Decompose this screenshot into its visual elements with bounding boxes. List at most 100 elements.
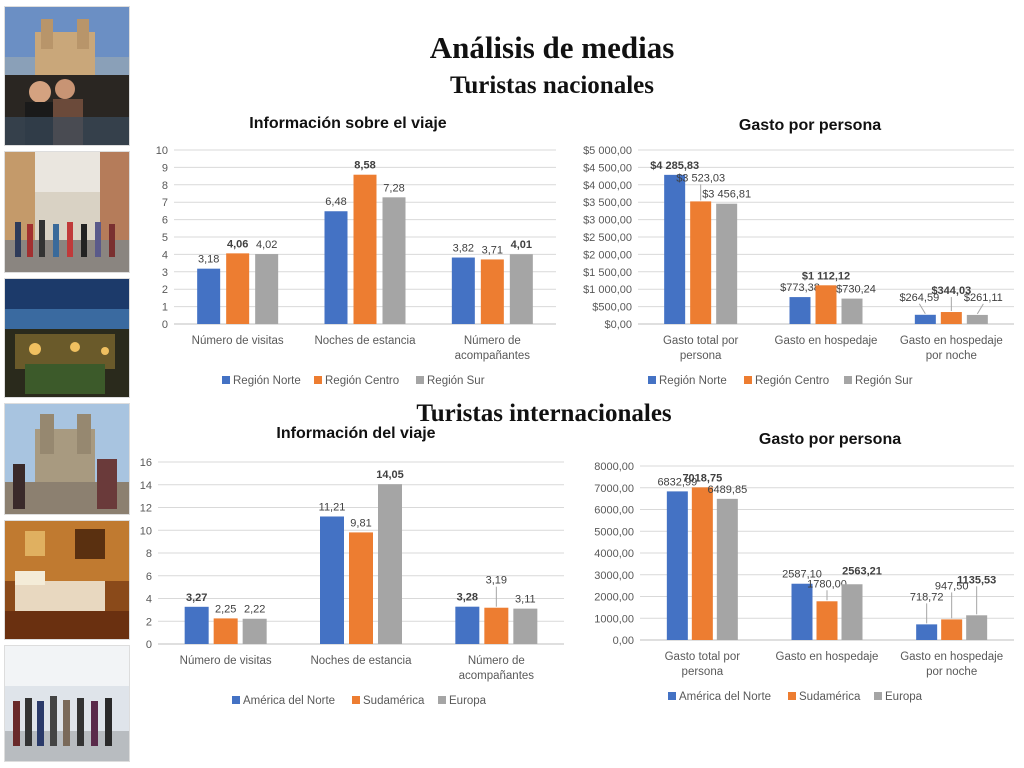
data-label: 3,28 [457,592,478,604]
category-label: Número de [468,655,525,667]
legend-swatch [744,376,752,384]
data-label: $264,59 [899,292,939,304]
y-tick-label: 8 [146,548,152,560]
data-label: 4,02 [256,239,277,251]
data-label: 4,06 [227,238,248,250]
cathedral-photo [4,6,130,146]
category-label: por noche [926,350,977,362]
data-label: $344,03 [931,285,971,297]
y-tick-label: 6 [162,215,168,227]
y-tick-label: 6000,00 [594,505,634,517]
leader-line [918,303,926,315]
data-label: 2563,21 [842,565,882,577]
bar [184,606,209,644]
bar [941,619,963,640]
y-tick-label: 0 [146,639,152,651]
data-label: $3 523,03 [676,172,725,184]
y-tick-label: 0,00 [613,635,634,647]
y-tick-label: 8 [162,180,168,192]
y-tick-label: 2 [146,616,152,628]
chart-national-spend: Gasto por persona $0,00 $500,00 $1 000,00 $1… [583,117,1014,387]
category-label: Gasto en hospedaje [775,335,878,347]
data-label: $1 112,12 [802,270,850,282]
category-label: persona [680,350,722,362]
page-title: Análisis de medias [429,30,675,65]
data-label: 6832,99 [657,476,697,488]
data-label: 1135,53 [957,574,996,586]
night-garden-photo [4,278,130,398]
category-label: Número de visitas [192,335,284,347]
legend-swatch [844,376,852,384]
bar [691,487,713,640]
legend-swatch [438,696,446,704]
bar [940,312,962,324]
category-label: Gasto total por [665,651,741,663]
legend-entry: Europa [885,691,923,703]
legend-swatch [222,376,230,384]
data-label: 3,82 [453,243,474,255]
category-label: Número de visitas [180,655,272,667]
bar [353,174,377,324]
section-title-national: Turistas nacionales [450,72,654,99]
y-tick-label: 16 [140,457,152,469]
data-label: 947,50 [935,580,969,592]
legend-swatch [232,696,240,704]
legend-entry: Región Centro [325,375,399,387]
street-crowd-photo [4,151,130,273]
bar [480,259,504,324]
y-tick-label: 5000,00 [594,526,634,538]
legend-entry: Sudamérica [799,691,861,703]
bar [666,491,688,640]
data-label: $3 456,81 [702,189,751,201]
bar [320,516,344,644]
legend-entry: Región Centro [755,375,829,387]
y-tick-label: 9 [162,162,168,174]
bar [509,254,533,324]
data-label: 3,19 [486,575,507,587]
legend-entry: Región Norte [233,375,301,387]
y-tick-label: 8000,00 [594,461,634,473]
legend-entry: Región Sur [427,375,485,387]
chart-title: Gasto por persona [759,431,901,448]
bar [789,297,811,324]
data-label: $4 285,83 [650,160,699,172]
hotel-room-photo [4,520,130,640]
bar [664,174,686,324]
legend-entry: Región Norte [659,375,727,387]
y-tick-label: $2 500,00 [583,232,632,244]
category-label: persona [682,666,724,678]
church-plaza-photo [4,403,130,515]
bar [816,601,838,640]
y-tick-label: $500,00 [592,302,632,314]
data-label: 7,28 [383,182,404,194]
legend-entry: Europa [449,695,487,707]
y-tick-label: 3000,00 [594,570,634,582]
y-tick-label: 3 [162,267,168,279]
y-tick-label: 10 [156,145,168,157]
data-label: 2,22 [244,604,265,616]
legend-entry: América del Norte [679,691,771,703]
bar [213,618,238,644]
category-label: Gasto en hospedaje [900,651,1003,663]
legend-swatch [648,376,656,384]
data-label: $773,38 [780,282,820,294]
bar [841,298,863,324]
y-tick-label: 2000,00 [594,592,634,604]
bar [791,583,813,640]
leader-line [976,303,984,315]
bar [513,608,538,644]
data-label: 2587,10 [782,569,822,581]
data-label: 6,48 [325,196,346,208]
bar [966,314,988,324]
data-label: 8,58 [354,160,375,172]
legend-swatch [788,692,796,700]
bar [349,532,373,644]
y-tick-label: $1 000,00 [583,284,632,296]
bar [716,203,738,324]
bar [916,624,938,640]
legend-swatch [874,692,882,700]
category-label: Número de [464,335,521,347]
legend-swatch [314,376,322,384]
category-label: acompañantes [459,670,535,682]
y-tick-label: 1 [162,302,168,314]
